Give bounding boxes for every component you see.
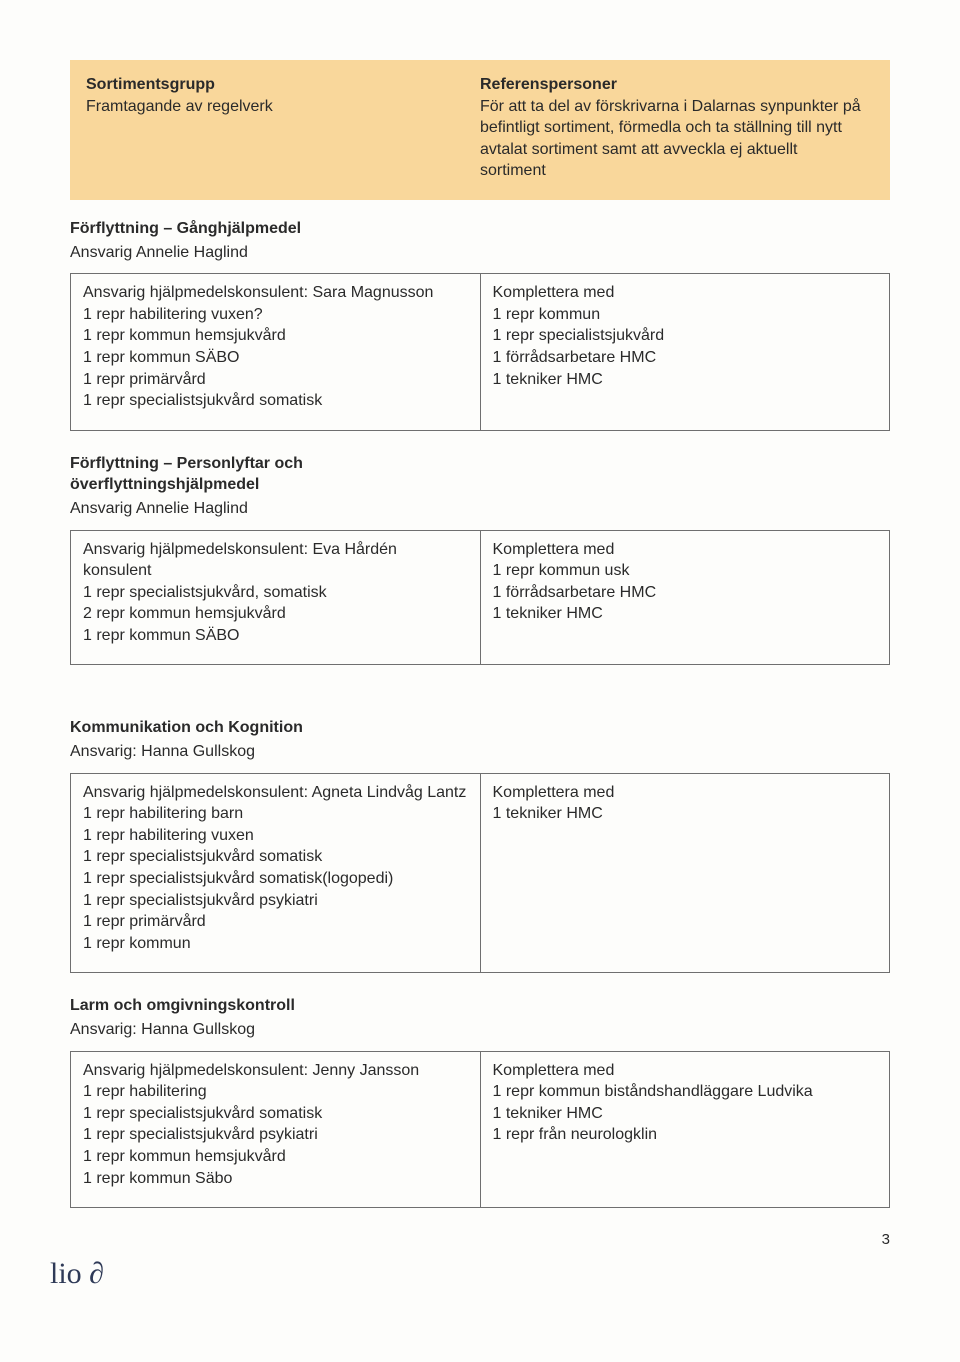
- table-cell: 1 repr habilitering vuxen: [83, 825, 468, 847]
- section-table: Ansvarig hjälpmedelskonsulent: Agneta Li…: [70, 773, 890, 974]
- table-cell: 1 repr specialistsjukvård psykiatri: [83, 1124, 468, 1146]
- table-cell: 1 repr kommun Säbo: [83, 1168, 468, 1190]
- table-cell: Komplettera med: [493, 539, 878, 561]
- section-sub: Ansvarig: Hanna Gullskog: [70, 1019, 890, 1041]
- table-cell: 1 repr specialistsjukvård: [493, 325, 878, 347]
- table-left-col: Ansvarig hjälpmedelskonsulent: Sara Magn…: [71, 274, 480, 430]
- table-right-col: Komplettera med 1 repr kommun usk 1 förr…: [480, 531, 890, 665]
- table-cell: 1 repr habilitering: [83, 1081, 468, 1103]
- table-cell: 1 repr specialistsjukvård psykiatri: [83, 890, 468, 912]
- table-right-col: Komplettera med 1 tekniker HMC: [480, 774, 890, 973]
- section-sub: Ansvarig Annelie Haglind: [70, 498, 890, 520]
- table-left-col: Ansvarig hjälpmedelskonsulent: Eva Hårdé…: [71, 531, 480, 665]
- table-cell: 1 repr primärvård: [83, 911, 468, 933]
- table-cell: Komplettera med: [493, 282, 878, 304]
- table-cell: 1 repr specialistsjukvård somatisk: [83, 1103, 468, 1125]
- table-cell: 1 repr specialistsjukvård somatisk: [83, 390, 468, 412]
- table-left-col: Ansvarig hjälpmedelskonsulent: Agneta Li…: [71, 774, 480, 973]
- table-cell: 1 repr kommun: [83, 933, 468, 955]
- section-heading: Kommunikation och Kognition: [70, 717, 890, 739]
- header-right-body: För att ta del av förskrivarna i Dalarna…: [480, 96, 864, 182]
- table-cell: 1 tekniker HMC: [493, 603, 878, 625]
- table-cell: 1 repr kommun hemsjukvård: [83, 325, 468, 347]
- table-cell: 2 repr kommun hemsjukvård: [83, 603, 468, 625]
- table-cell: Ansvarig hjälpmedelskonsulent: Agneta Li…: [83, 782, 468, 804]
- header-left-col: Sortimentsgrupp Framtagande av regelverk: [86, 74, 480, 182]
- header-right-title: Referenspersoner: [480, 74, 864, 96]
- table-cell: 1 tekniker HMC: [493, 803, 878, 825]
- table-cell: 1 repr specialistsjukvård somatisk: [83, 846, 468, 868]
- table-cell: 1 repr habilitering barn: [83, 803, 468, 825]
- table-cell: 1 repr specialistsjukvård somatisk(logop…: [83, 868, 468, 890]
- table-cell: 1 repr kommun SÄBO: [83, 625, 468, 647]
- table-cell: 1 repr kommun: [493, 304, 878, 326]
- section-heading: Förflyttning – Personlyftar och överflyt…: [70, 453, 490, 496]
- page-number: 3: [70, 1230, 890, 1250]
- table-cell: 1 repr primärvård: [83, 369, 468, 391]
- section-table: Ansvarig hjälpmedelskonsulent: Jenny Jan…: [70, 1051, 890, 1209]
- table-cell: 1 repr från neurologklin: [493, 1124, 878, 1146]
- table-cell: 1 repr specialistsjukvård, somatisk: [83, 582, 468, 604]
- table-cell: 1 repr kommun usk: [493, 560, 878, 582]
- spacer: [70, 687, 890, 717]
- section-heading: Larm och omgivningskontroll: [70, 995, 890, 1017]
- table-cell: 1 repr kommun hemsjukvård: [83, 1146, 468, 1168]
- header-left-title: Sortimentsgrupp: [86, 74, 470, 96]
- section-table: Ansvarig hjälpmedelskonsulent: Sara Magn…: [70, 273, 890, 431]
- section-sub: Ansvarig Annelie Haglind: [70, 242, 890, 264]
- table-cell: 1 repr kommun SÄBO: [83, 347, 468, 369]
- section-sub: Ansvarig: Hanna Gullskog: [70, 741, 890, 763]
- table-left-col: Ansvarig hjälpmedelskonsulent: Jenny Jan…: [71, 1052, 480, 1208]
- table-cell: Komplettera med: [493, 1060, 878, 1082]
- table-cell: 1 tekniker HMC: [493, 1103, 878, 1125]
- section-table: Ansvarig hjälpmedelskonsulent: Eva Hårdé…: [70, 530, 890, 666]
- table-cell: 1 förrådsarbetare HMC: [493, 347, 878, 369]
- table-cell: 1 tekniker HMC: [493, 369, 878, 391]
- table-cell: Ansvarig hjälpmedelskonsulent: Sara Magn…: [83, 282, 468, 304]
- table-cell: Komplettera med: [493, 782, 878, 804]
- table-cell: Ansvarig hjälpmedelskonsulent: Eva Hårdé…: [83, 539, 468, 582]
- header-highlight-box: Sortimentsgrupp Framtagande av regelverk…: [70, 60, 890, 200]
- table-right-col: Komplettera med 1 repr kommun biståndsha…: [480, 1052, 890, 1208]
- table-right-col: Komplettera med 1 repr kommun 1 repr spe…: [480, 274, 890, 430]
- section-heading: Förflyttning – Gånghjälpmedel: [70, 218, 890, 240]
- handwritten-signature: lio ∂: [50, 1254, 890, 1295]
- table-cell: Ansvarig hjälpmedelskonsulent: Jenny Jan…: [83, 1060, 468, 1082]
- table-cell: 1 repr kommun biståndshandläggare Ludvik…: [493, 1081, 878, 1103]
- header-right-col: Referenspersoner För att ta del av försk…: [480, 74, 874, 182]
- header-left-subtitle: Framtagande av regelverk: [86, 96, 470, 118]
- table-cell: 1 repr habilitering vuxen?: [83, 304, 468, 326]
- table-cell: 1 förrådsarbetare HMC: [493, 582, 878, 604]
